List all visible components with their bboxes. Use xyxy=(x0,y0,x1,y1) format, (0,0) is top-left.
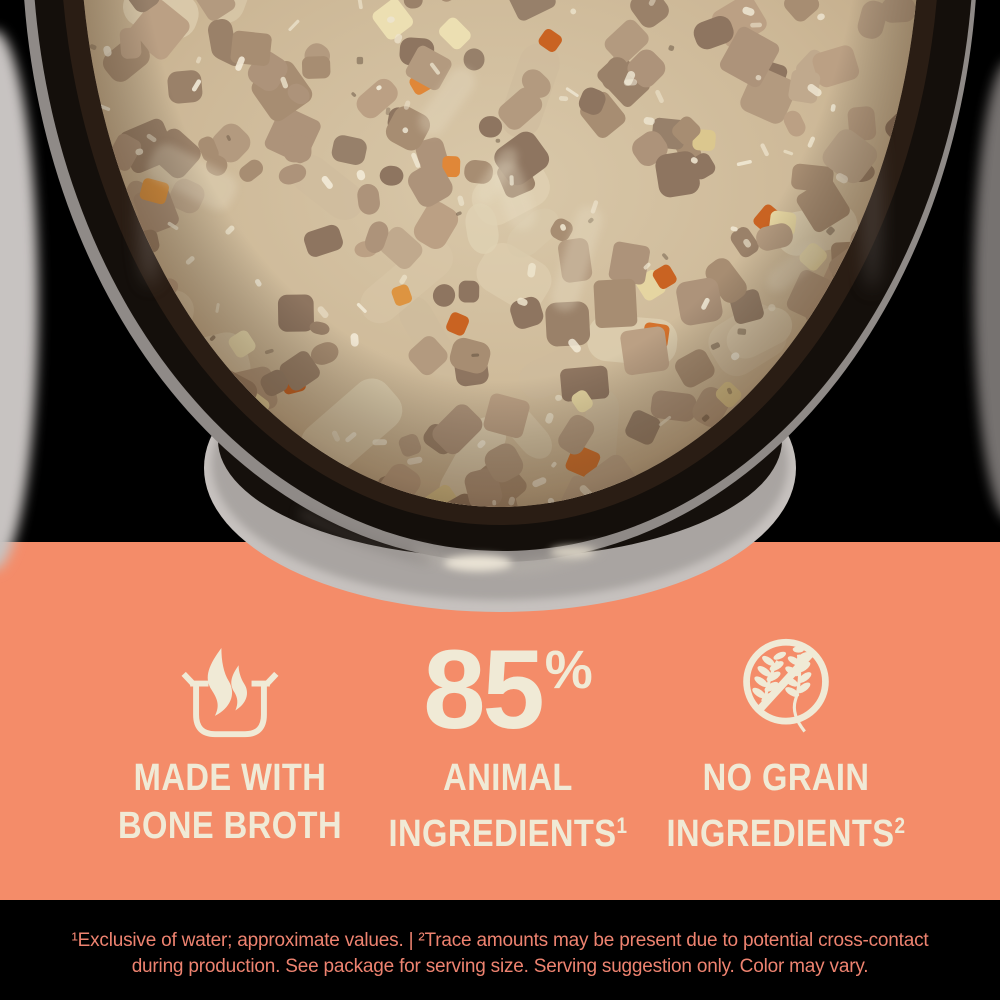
feature-bone-broth: MADE WITH BONE BROTH xyxy=(80,542,380,850)
product-photo-bowl-of-stew xyxy=(0,0,1000,612)
feature-no-grain-label: NO GRAIN INGREDIENTS2 xyxy=(666,757,906,855)
footer-strip xyxy=(0,900,1000,1000)
feature-no-grain: NO GRAIN INGREDIENTS2 xyxy=(636,542,936,858)
disclaimer-line-1: ¹Exclusive of water; approximate values.… xyxy=(71,930,929,951)
feature-animal-ingredients: 85% ANIMAL INGREDIENTS1 xyxy=(358,542,658,858)
feature-bone-broth-label: MADE WITH BONE BROTH xyxy=(117,757,342,847)
disclaimer-line-2: during production. See package for servi… xyxy=(131,956,869,977)
no-grain-icon xyxy=(743,638,829,733)
disclaimer: ¹Exclusive of water; approximate values.… xyxy=(0,928,1000,980)
stew-food xyxy=(80,0,920,507)
stat-85-percent: 85% xyxy=(423,627,593,752)
pot-steam-icon xyxy=(181,648,279,738)
feature-animal-ingredients-label: ANIMAL INGREDIENTS1 xyxy=(388,757,628,855)
feature-callouts: MADE WITH BONE BROTH 85% ANIMAL INGREDIE… xyxy=(0,542,1000,900)
